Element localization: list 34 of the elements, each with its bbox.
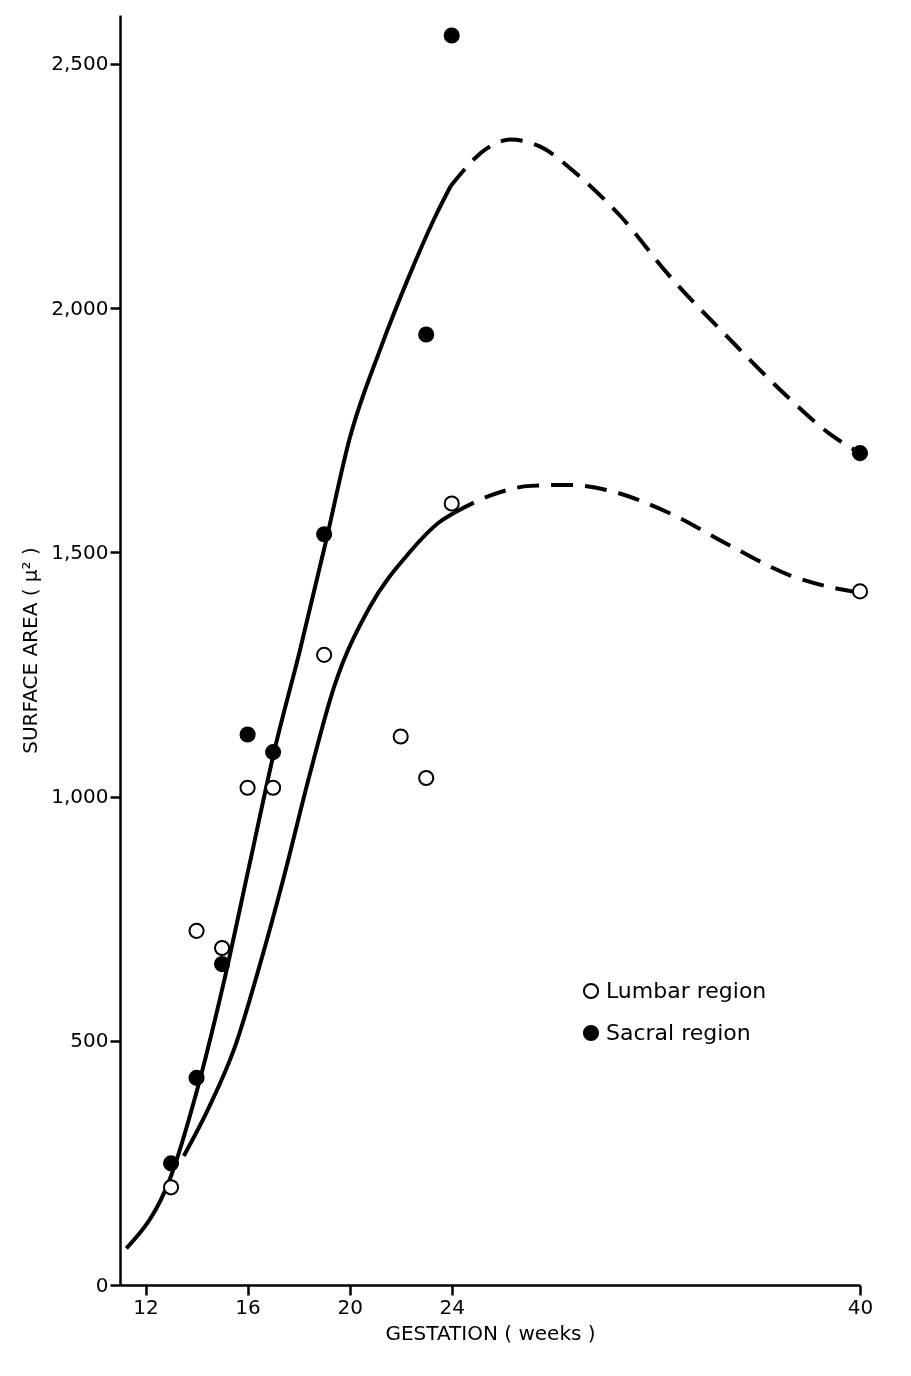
point bbox=[418, 769, 435, 787]
y-tick-label: 2,000 bbox=[51, 295, 109, 320]
legend-label: Lumbar region bbox=[606, 978, 767, 1003]
point bbox=[851, 445, 869, 462]
y-axis-title: SURFACE AREA ( μ² ) bbox=[18, 547, 43, 754]
y-tick-label: 1,000 bbox=[51, 784, 109, 809]
y-tick-label: 1,500 bbox=[51, 539, 109, 564]
point bbox=[443, 27, 460, 44]
point bbox=[239, 779, 256, 796]
point bbox=[188, 1069, 205, 1086]
x-tick-label: 40 bbox=[847, 1294, 874, 1319]
point bbox=[214, 939, 231, 957]
x-tick-label: 24 bbox=[439, 1294, 465, 1319]
point bbox=[188, 922, 205, 939]
y-tick-label: 2,500 bbox=[51, 51, 109, 76]
point bbox=[265, 744, 282, 761]
legend-label: Sacral region bbox=[606, 1020, 751, 1045]
point bbox=[851, 583, 869, 600]
x-axis-title: GESTATION ( weeks ) bbox=[385, 1320, 596, 1345]
x-tick-label: 12 bbox=[133, 1294, 159, 1319]
point bbox=[214, 956, 231, 973]
x-tick-label: 16 bbox=[235, 1294, 261, 1319]
point bbox=[316, 526, 333, 543]
point bbox=[316, 646, 333, 663]
point bbox=[443, 495, 460, 512]
point bbox=[162, 1179, 180, 1196]
point bbox=[239, 726, 256, 743]
y-tick-label: 500 bbox=[70, 1028, 109, 1053]
point bbox=[162, 1155, 180, 1172]
y-tick-label: 0 bbox=[95, 1272, 109, 1297]
x-tick-label: 20 bbox=[337, 1294, 363, 1319]
point bbox=[265, 779, 282, 796]
point bbox=[392, 728, 409, 745]
point bbox=[418, 326, 435, 343]
